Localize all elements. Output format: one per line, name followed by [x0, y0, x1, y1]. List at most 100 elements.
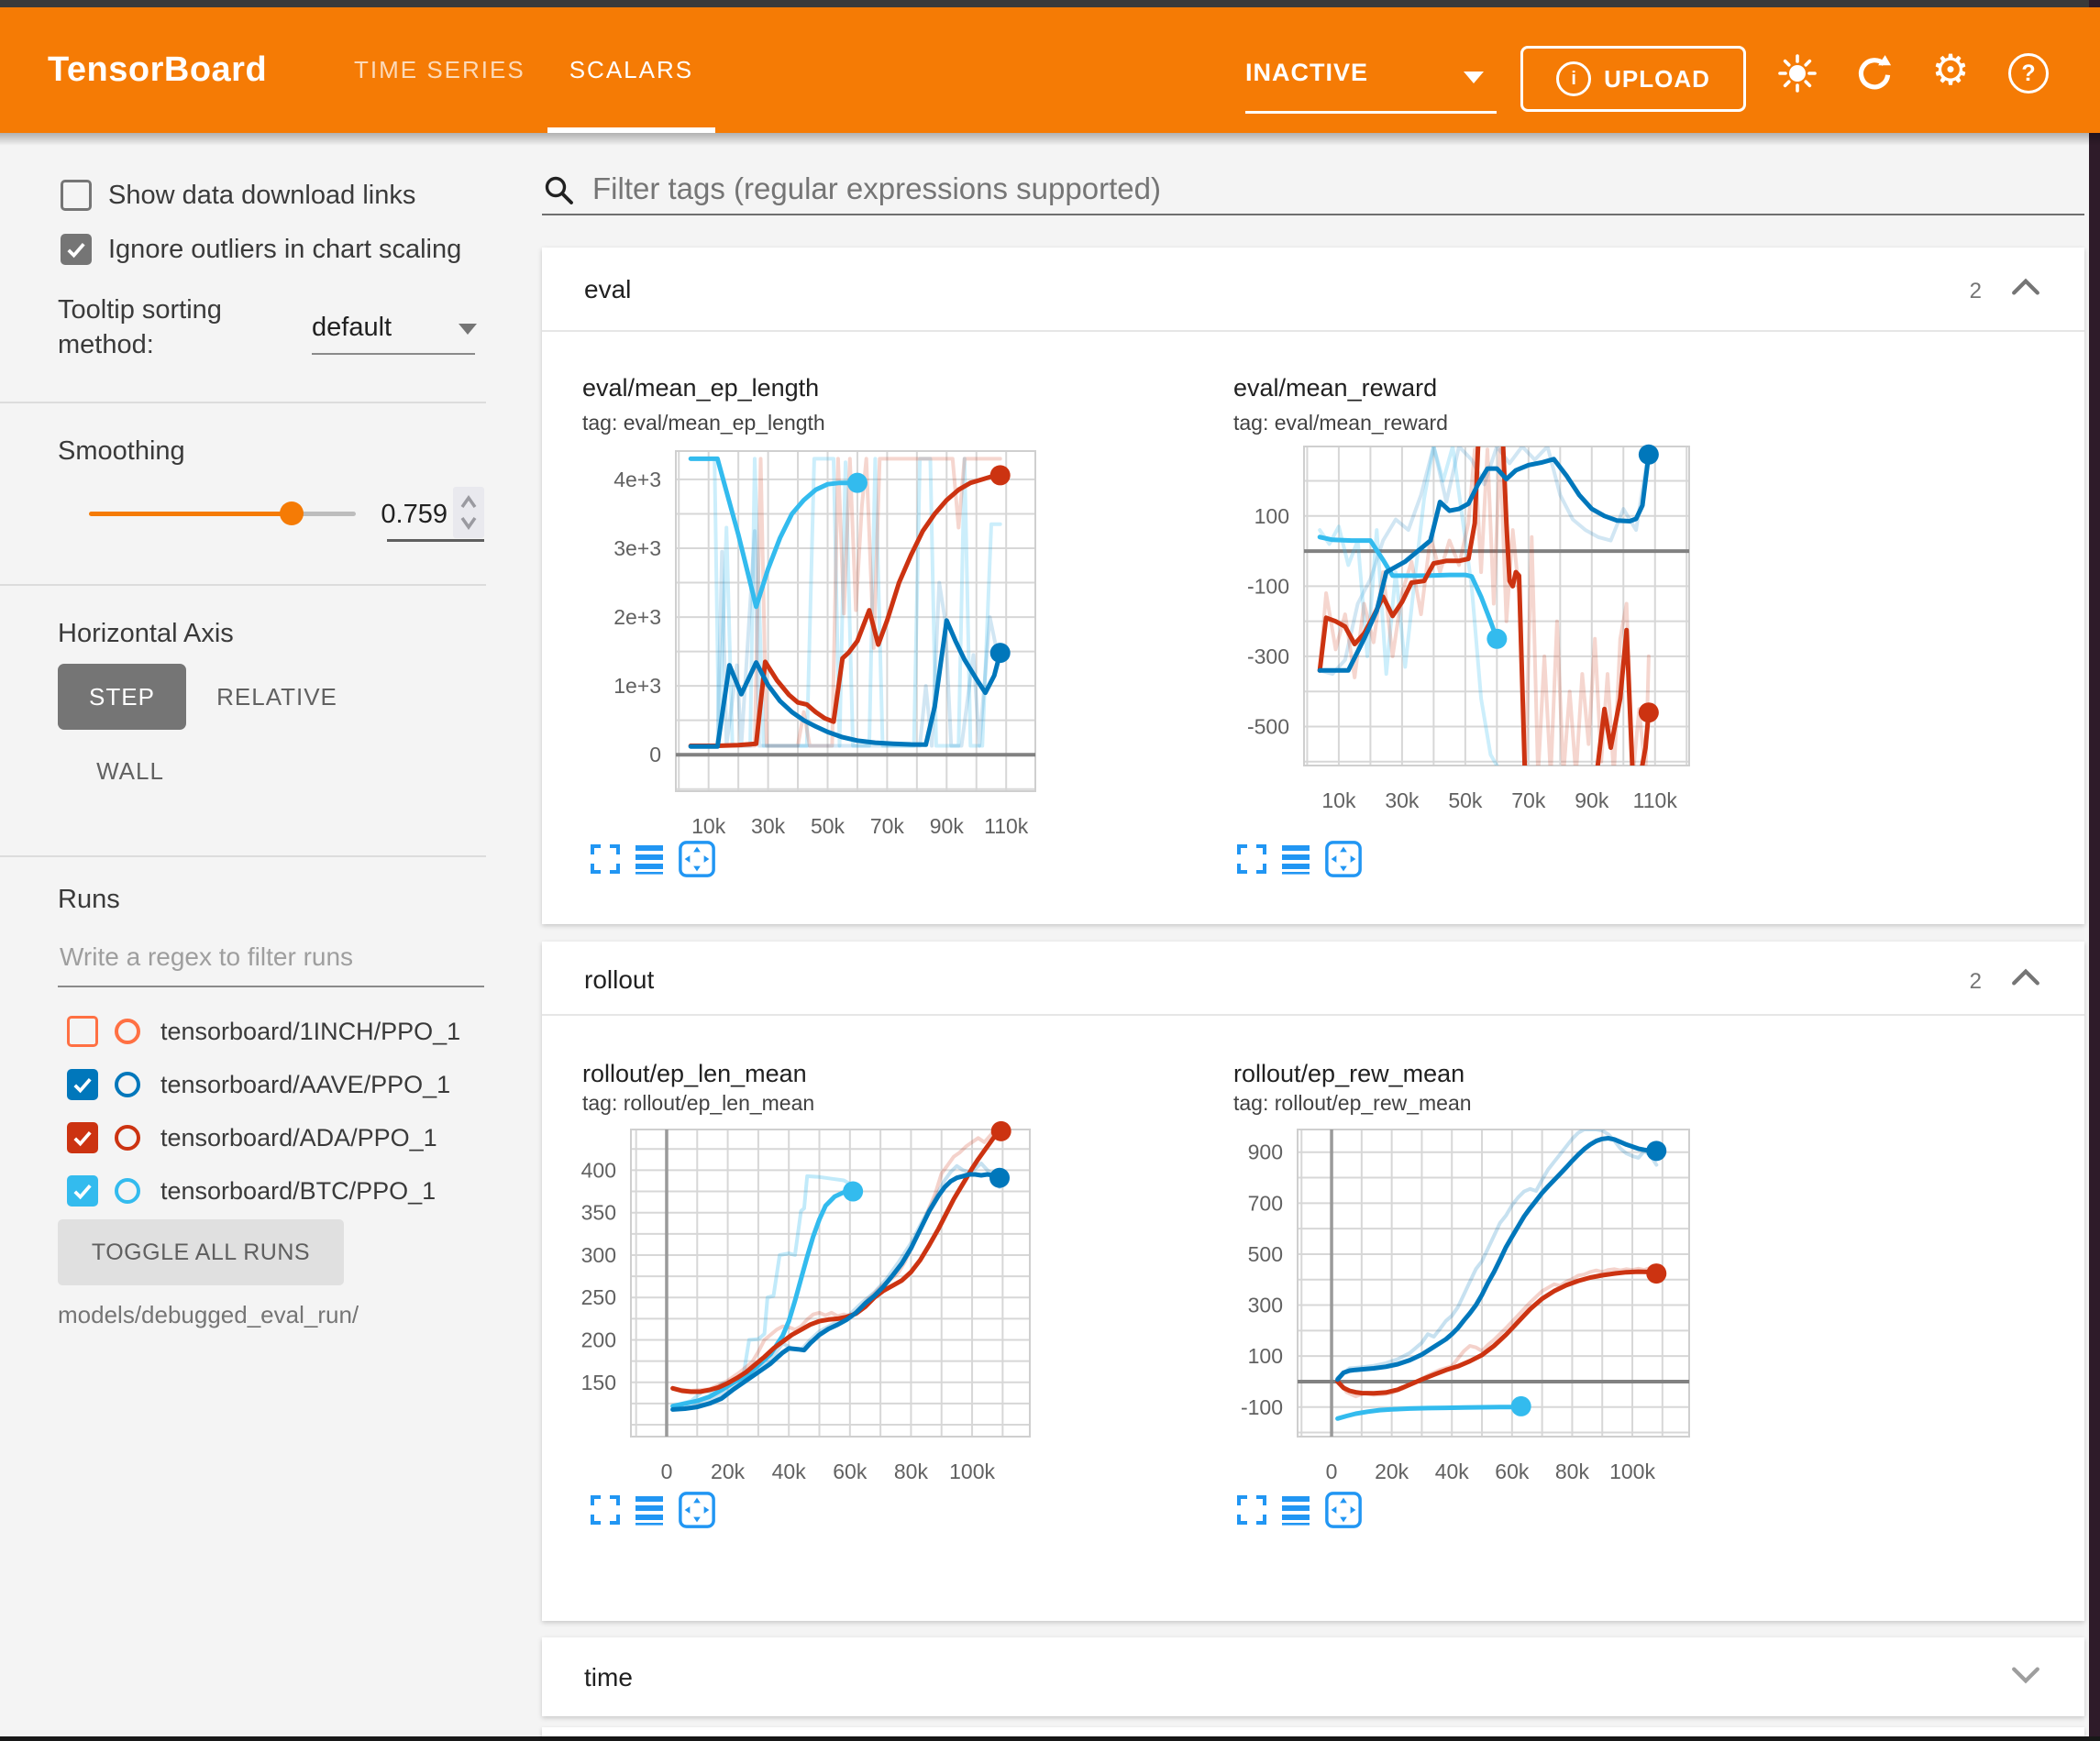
svg-text:-100: -100 — [1241, 1395, 1283, 1419]
fit-domain-icon[interactable] — [1324, 1491, 1363, 1534]
divider — [0, 855, 486, 857]
tab-scalars[interactable]: SCALARS — [547, 7, 716, 133]
expand-icon[interactable] — [2011, 1665, 2040, 1690]
toggle-all-runs-label: TOGGLE ALL RUNS — [91, 1239, 311, 1265]
svg-text:100k: 100k — [949, 1460, 995, 1483]
header-shadow — [0, 133, 2100, 146]
ignore-outliers-checkbox[interactable] — [61, 234, 92, 265]
run-label: tensorboard/ADA/PPO_1 — [160, 1124, 437, 1151]
svg-text:60k: 60k — [1495, 1460, 1530, 1483]
collapse-icon[interactable] — [2011, 277, 2040, 302]
fit-domain-icon[interactable] — [678, 840, 716, 883]
chart-rollout-ep-rew-mean[interactable]: 0 20k 40k 60k 80k 100k 900 700 500 300 100 -100 — [1192, 1117, 1700, 1493]
toggle-all-runs-button[interactable]: TOGGLE ALL RUNS — [58, 1219, 344, 1285]
svg-text:30k: 30k — [1385, 788, 1420, 812]
data-table-icon[interactable] — [634, 1493, 665, 1531]
upload-button[interactable]: i UPLOAD — [1520, 46, 1746, 112]
haxis-relative-button[interactable]: RELATIVE — [204, 664, 350, 730]
svg-text:60k: 60k — [833, 1460, 868, 1483]
smoothing-label: Smoothing — [58, 436, 185, 466]
section-card-next — [542, 1727, 2084, 1736]
chart-rollout-ep-len-mean[interactable]: 0 20k 40k 60k 80k 100k 150 200 250 300 350 400 — [525, 1117, 1041, 1493]
run-checkbox[interactable] — [67, 1175, 98, 1207]
svg-text:100k: 100k — [1609, 1460, 1655, 1483]
chart-toolbar — [590, 1491, 716, 1534]
svg-text:150: 150 — [581, 1371, 616, 1394]
smoothing-stepper[interactable] — [453, 487, 484, 538]
chart-toolbar — [1236, 1491, 1363, 1534]
tab-bar: TIME SERIES SCALARS — [332, 7, 716, 133]
run-checkbox[interactable] — [67, 1122, 98, 1153]
run-label: tensorboard/AAVE/PPO_1 — [160, 1071, 451, 1098]
status-dropdown-value: INACTIVE — [1245, 59, 1369, 86]
data-table-icon[interactable] — [1280, 843, 1311, 880]
window-bottom-strip — [0, 1736, 2100, 1741]
run-checkbox[interactable] — [67, 1016, 98, 1047]
search-icon — [543, 174, 576, 207]
fit-domain-icon[interactable] — [1324, 840, 1363, 883]
section-header-time[interactable]: time — [542, 1637, 2084, 1716]
svg-text:30k: 30k — [751, 814, 786, 838]
smoothing-value-input[interactable]: 0.759 — [381, 500, 448, 529]
chart-toolbar — [1236, 840, 1363, 883]
svg-text:70k: 70k — [870, 814, 905, 838]
data-table-icon[interactable] — [1280, 1493, 1311, 1531]
run-label: tensorboard/BTC/PPO_1 — [160, 1177, 437, 1205]
refresh-icon[interactable] — [1854, 53, 1895, 94]
svg-text:40k: 40k — [1435, 1460, 1470, 1483]
svg-text:1e+3: 1e+3 — [613, 674, 661, 698]
chart-eval-mean-ep-length[interactable]: 10k 30k 50k 70k 90k 110k 0 1e+3 2e+3 3e+3 4e+3 — [570, 438, 1046, 848]
slider-knob[interactable] — [280, 501, 304, 525]
chart-tag: tag: eval/mean_ep_length — [582, 411, 825, 435]
filter-tags-input[interactable] — [591, 171, 2043, 207]
tab-scalars-label: SCALARS — [569, 56, 694, 83]
chart-title: rollout/ep_len_mean — [582, 1060, 807, 1087]
smoothing-slider[interactable] — [89, 501, 356, 525]
show-download-links-checkbox[interactable] — [61, 180, 92, 211]
help-icon[interactable]: ? — [2008, 53, 2049, 94]
haxis-wall-label: WALL — [96, 756, 164, 785]
runs-base-path: models/debugged_eval_run/ — [58, 1301, 359, 1328]
haxis-wall-button[interactable]: WALL — [73, 742, 187, 800]
tab-time-series-label: TIME SERIES — [354, 56, 525, 83]
fullscreen-icon[interactable] — [1236, 1494, 1267, 1530]
data-table-icon[interactable] — [634, 843, 665, 880]
settings-sidebar: Show data download links Ignore outliers… — [0, 146, 486, 1736]
tooltip-sorting-dropdown[interactable]: default — [312, 313, 477, 358]
fit-domain-icon[interactable] — [678, 1491, 716, 1534]
svg-text:0: 0 — [649, 743, 661, 766]
svg-text:40k: 40k — [772, 1460, 807, 1483]
chart-tag: tag: eval/mean_reward — [1233, 411, 1448, 435]
section-header-eval[interactable]: eval 2 — [542, 248, 2084, 330]
settings-icon[interactable]: ⚙ — [1931, 45, 1970, 94]
tab-time-series[interactable]: TIME SERIES — [332, 7, 547, 133]
run-checkbox[interactable] — [67, 1069, 98, 1100]
svg-text:4e+3: 4e+3 — [613, 468, 661, 491]
svg-text:250: 250 — [581, 1285, 616, 1309]
svg-text:110k: 110k — [984, 814, 1029, 838]
brightness-icon[interactable] — [1777, 53, 1818, 94]
fullscreen-icon[interactable] — [590, 843, 621, 879]
show-download-links-label: Show data download links — [108, 181, 416, 210]
runs-section-label: Runs — [58, 885, 120, 914]
fullscreen-icon[interactable] — [1236, 843, 1267, 879]
run-label: tensorboard/1INCH/PPO_1 — [160, 1018, 461, 1045]
collapse-icon[interactable] — [2011, 967, 2040, 992]
slider-fill — [89, 512, 292, 516]
tooltip-sorting-label: Tooltip sorting method: — [58, 295, 222, 359]
haxis-step-button[interactable]: STEP — [58, 664, 186, 730]
svg-text:110k: 110k — [1633, 788, 1678, 812]
svg-text:200: 200 — [581, 1328, 616, 1352]
check-icon — [73, 1185, 92, 1200]
ignore-outliers-label: Ignore outliers in chart scaling — [108, 235, 462, 264]
fullscreen-icon[interactable] — [590, 1494, 621, 1530]
section-card-time — [542, 1637, 2084, 1716]
runs-filter-input[interactable] — [58, 942, 483, 973]
svg-text:300: 300 — [1248, 1294, 1283, 1317]
svg-text:500: 500 — [1248, 1242, 1283, 1266]
section-header-rollout[interactable]: rollout 2 — [542, 942, 2084, 1015]
window-right-strip — [2089, 0, 2100, 1741]
chart-eval-mean-reward[interactable]: 10k 30k 50k 70k 90k 110k 100 -100 -300 -500 — [1199, 434, 1700, 822]
status-dropdown[interactable]: INACTIVE — [1245, 55, 1497, 114]
check-icon — [73, 1078, 92, 1094]
